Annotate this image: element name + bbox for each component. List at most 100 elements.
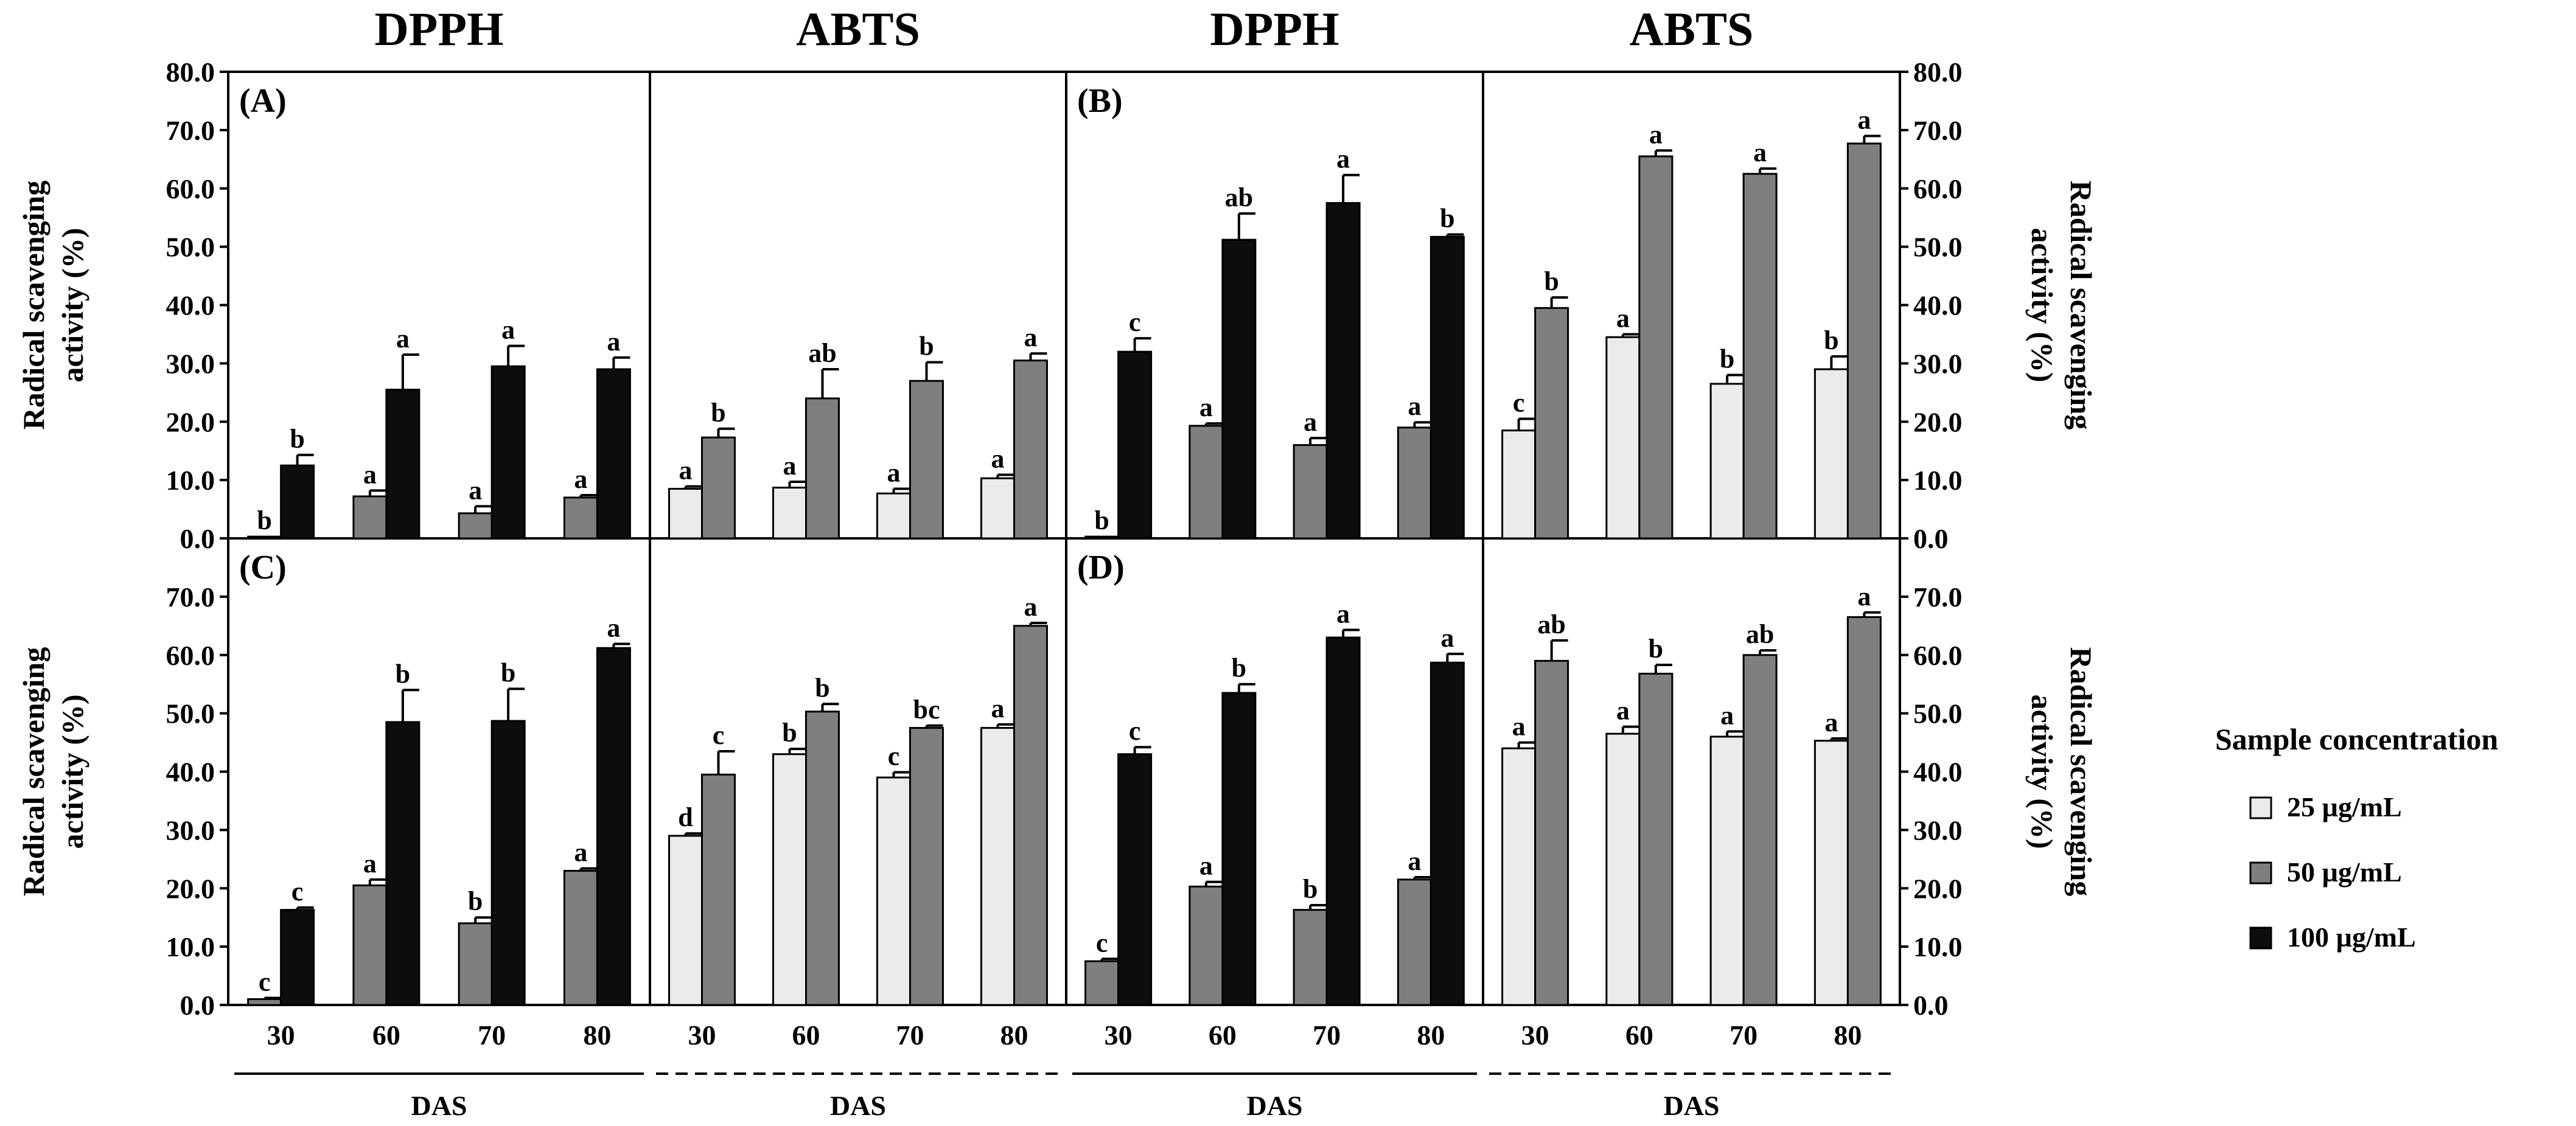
significance-letter: b <box>1303 874 1318 904</box>
significance-letter: a <box>1199 392 1213 422</box>
bar <box>352 495 388 540</box>
bar <box>1709 735 1745 1006</box>
significance-letter: ab <box>808 338 836 368</box>
y-tick-label: 40.0 <box>1913 757 1963 788</box>
significance-letter: b <box>1094 506 1109 535</box>
significance-letter: a <box>574 838 587 867</box>
significance-letter: b <box>1649 634 1663 664</box>
y-tick-label: 30.0 <box>1913 348 1963 379</box>
y-axis-title-line: Radical scavenging <box>16 647 51 897</box>
bar <box>1293 909 1328 1006</box>
bar <box>280 464 315 540</box>
bar <box>563 496 598 540</box>
significance-letter: b <box>919 331 934 361</box>
significance-letter: b <box>711 398 725 428</box>
x-axis-title: DAS <box>1246 1090 1302 1121</box>
significance-letter: a <box>469 475 482 505</box>
bar <box>458 922 493 1006</box>
significance-letter: a <box>887 458 901 488</box>
y-axis-title-line: activity (%) <box>2025 228 2059 382</box>
bar <box>805 397 840 540</box>
significance-letter: a <box>1857 582 1871 611</box>
legend-item-label: 50 µg/mL <box>2287 857 2402 888</box>
y-tick-label: 10.0 <box>1913 465 1963 496</box>
y-tick-label: 80.0 <box>1913 57 1963 88</box>
x-tick-label: 80 <box>1834 1020 1862 1051</box>
y-tick-label: 20.0 <box>1913 873 1963 904</box>
y-tick-label: 20.0 <box>1913 406 1963 437</box>
significance-letter: ab <box>1537 610 1565 639</box>
bar <box>701 773 736 1006</box>
significance-letter: a <box>679 456 693 485</box>
significance-letter: b <box>1544 266 1559 296</box>
x-tick-label: 80 <box>583 1020 611 1051</box>
bar <box>1013 360 1048 540</box>
y-tick-label: 30.0 <box>166 815 215 846</box>
bar <box>909 727 944 1006</box>
x-tick-label: 60 <box>1209 1020 1237 1051</box>
bar <box>385 721 421 1006</box>
significance-letter: ab <box>1746 619 1774 649</box>
bar <box>980 477 1015 540</box>
significance-letter: a <box>1512 712 1526 742</box>
bar <box>701 436 736 540</box>
significance-letter: a <box>1024 592 1038 622</box>
bar <box>247 535 282 540</box>
significance-letter: a <box>1304 407 1317 437</box>
x-tick-label: 80 <box>1000 1020 1028 1051</box>
y-tick-label: 80.0 <box>166 57 215 88</box>
column-header-dpph: DPPH <box>1210 2 1339 55</box>
significance-letter: a <box>607 327 620 356</box>
bar <box>1397 878 1432 1006</box>
y-tick-label: 70.0 <box>166 115 215 146</box>
x-axis-title: DAS <box>1663 1090 1719 1121</box>
significance-letter: a <box>1857 105 1871 134</box>
x-tick-label: 30 <box>688 1020 716 1051</box>
significance-letter: a <box>1336 599 1350 629</box>
significance-letter: b <box>501 658 515 687</box>
x-tick-label: 70 <box>1313 1020 1341 1051</box>
significance-letter: b <box>396 659 410 689</box>
significance-letter: c <box>1129 716 1141 746</box>
bar <box>1084 535 1120 540</box>
y-axis-title-line: activity (%) <box>2025 694 2059 849</box>
y-axis-title-line: activity (%) <box>55 228 89 382</box>
significance-letter: a <box>1024 322 1038 352</box>
bar <box>1605 732 1641 1006</box>
bar <box>1605 336 1641 540</box>
x-tick-label: 70 <box>478 1020 506 1051</box>
y-axis-title-line: activity (%) <box>55 694 89 849</box>
legend-title: Sample concentration <box>2215 722 2498 756</box>
bar <box>1221 692 1257 1006</box>
bar <box>980 727 1015 1006</box>
significance-letter: b <box>815 673 829 703</box>
y-tick-label: 40.0 <box>1913 290 1963 321</box>
y-tick-label: 10.0 <box>1913 931 1963 962</box>
significance-letter: a <box>501 315 515 345</box>
bar <box>596 647 631 1006</box>
y-tick-label: 20.0 <box>166 406 215 437</box>
significance-letter: a <box>363 849 377 878</box>
bar <box>772 487 807 540</box>
significance-letter: c <box>1096 928 1108 957</box>
significance-letter: c <box>291 877 304 906</box>
y-tick-label: 60.0 <box>166 173 215 204</box>
significance-letter: b <box>257 506 271 535</box>
y-tick-label: 50.0 <box>166 698 215 729</box>
significance-letter: a <box>1440 623 1454 653</box>
bar <box>1813 740 1849 1006</box>
bar <box>1638 155 1674 540</box>
panel-label: (D) <box>1077 549 1125 586</box>
y-tick-label: 30.0 <box>1913 815 1963 846</box>
panel-label: (B) <box>1077 82 1123 120</box>
bar <box>247 998 282 1006</box>
y-tick-label: 0.0 <box>180 990 215 1021</box>
legend-swatch <box>2249 926 2272 950</box>
significance-letter: b <box>1232 653 1246 683</box>
significance-letter: c <box>1129 307 1141 337</box>
bar <box>1501 747 1537 1006</box>
